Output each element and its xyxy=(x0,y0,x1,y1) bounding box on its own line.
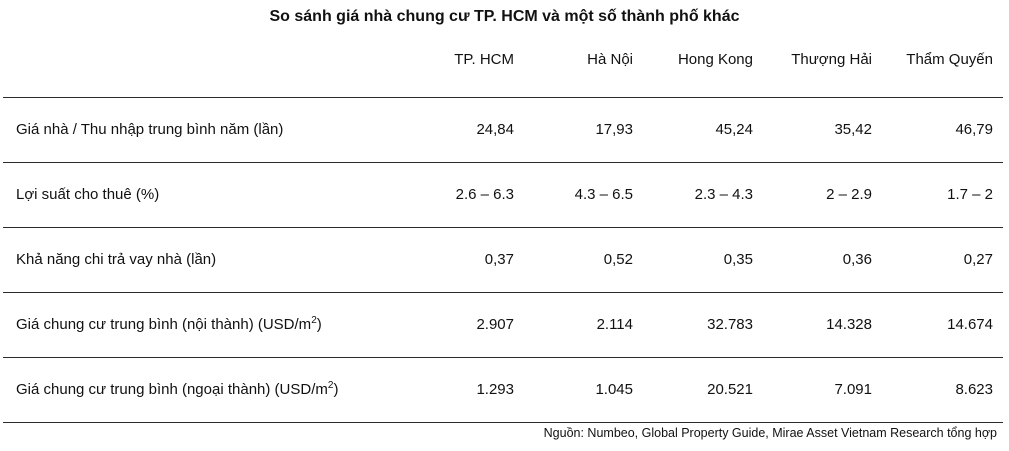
table-divider xyxy=(3,97,1003,98)
table-divider xyxy=(3,227,1003,228)
table-cell: 14.328 xyxy=(826,316,872,333)
table-divider xyxy=(3,357,1003,358)
table-cell: 14.674 xyxy=(947,316,993,333)
row-label: Khả năng chi trả vay nhà (lần) xyxy=(16,228,216,292)
row-label: Giá chung cư trung bình (nội thành) (USD… xyxy=(16,293,322,357)
table-cell: 7.091 xyxy=(834,381,872,398)
table-title: So sánh giá nhà chung cư TP. HCM và một … xyxy=(269,8,740,25)
table-cell: 8.623 xyxy=(955,381,993,398)
column-header-thuong-hai: Thượng Hải xyxy=(791,51,872,68)
column-header-ha-noi: Hà Nội xyxy=(587,51,633,68)
table-divider xyxy=(3,292,1003,293)
table-cell: 0,52 xyxy=(603,251,633,268)
table-divider xyxy=(3,162,1003,163)
column-header-hong-kong: Hong Kong xyxy=(677,51,753,68)
table-cell: 2.114 xyxy=(596,316,633,333)
row-label: Giá chung cư trung bình (ngoại thành) (U… xyxy=(16,358,338,422)
row-label-text: Giá chung cư trung bình (nội thành) (USD… xyxy=(16,316,312,333)
table-cell: 0,27 xyxy=(963,251,993,268)
table-row-price-city-centre: Giá chung cư trung bình (nội thành) (USD… xyxy=(0,293,1009,357)
table-cell: 24,84 xyxy=(476,121,514,138)
table-cell: 4.3 – 6.5 xyxy=(574,186,633,203)
table-cell: 20.521 xyxy=(707,381,753,398)
table-cell: 1.045 xyxy=(595,381,633,398)
unit-superscript: 2 xyxy=(327,380,334,391)
table-cell: 0,35 xyxy=(723,251,753,268)
table-cell: 32.783 xyxy=(707,316,753,333)
row-label-suffix: ) xyxy=(333,381,339,398)
table-cell: 0,37 xyxy=(484,251,514,268)
row-label-text: Lợi suất cho thuê (%) xyxy=(16,186,160,203)
column-header-tham-quyen: Thẩm Quyến xyxy=(906,51,993,68)
unit-superscript: 2 xyxy=(311,315,317,326)
column-header-tp-hcm: TP. HCM xyxy=(454,51,514,68)
table-cell: 2.907 xyxy=(476,316,514,333)
table-row-price-to-income: Giá nhà / Thu nhập trung bình năm (lần) … xyxy=(0,98,1009,162)
table-cell: 35,42 xyxy=(834,121,872,138)
row-label: Lợi suất cho thuê (%) xyxy=(16,163,159,227)
table-header: TP. HCM Hà Nội Hong Kong Thượng Hải Thẩm… xyxy=(0,49,1009,73)
row-label-text: Giá nhà / Thu nhập trung bình năm (lần) xyxy=(16,121,284,138)
table-cell: 1.7 – 2 xyxy=(947,186,993,203)
row-label-text: Giá chung cư trung bình (ngoại thành) (U… xyxy=(16,381,328,398)
table-cell: 2 – 2.9 xyxy=(826,186,872,203)
table-cell: 17,93 xyxy=(595,121,633,138)
table-divider xyxy=(3,422,1003,423)
table-row-rental-yield: Lợi suất cho thuê (%) 2.6 – 6.3 4.3 – 6.… xyxy=(0,163,1009,227)
table-cell: 0,36 xyxy=(842,251,872,268)
table-cell: 1.293 xyxy=(476,381,514,398)
table-cell: 45,24 xyxy=(715,121,753,138)
table-cell: 2.3 – 4.3 xyxy=(694,186,753,203)
table-cell: 46,79 xyxy=(955,121,993,138)
row-label-suffix: ) xyxy=(316,316,322,333)
row-label: Giá nhà / Thu nhập trung bình năm (lần) xyxy=(16,98,283,162)
table-row-price-suburbs: Giá chung cư trung bình (ngoại thành) (U… xyxy=(0,358,1009,422)
table-row-mortgage-affordability: Khả năng chi trả vay nhà (lần) 0,37 0,52… xyxy=(0,228,1009,292)
row-label-text: Khả năng chi trả vay nhà (lần) xyxy=(16,251,217,268)
table-cell: 2.6 – 6.3 xyxy=(455,186,514,203)
source-note: Nguồn: Numbeo, Global Property Guide, Mi… xyxy=(543,426,997,440)
